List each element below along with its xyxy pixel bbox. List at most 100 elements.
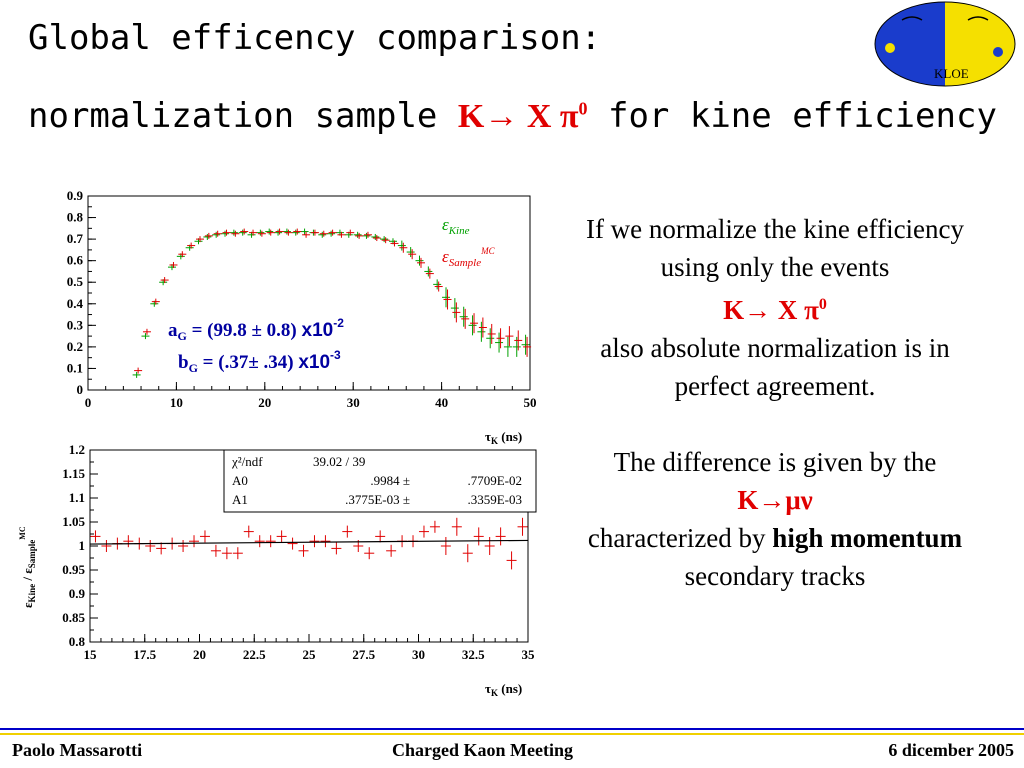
ratio-point [484,537,495,555]
y-tick-label: 1.1 [69,490,85,505]
data-point [363,231,372,238]
x-tick-label: 30 [347,395,360,410]
data-point [355,232,364,239]
y-tick-label: 1.15 [62,466,85,481]
data-point [293,228,302,235]
ratio-point [210,544,221,557]
data-point [204,232,213,239]
data-point [415,255,424,266]
y-tick-label: 0.3 [67,317,84,332]
ratio-point [386,544,397,557]
data-point [450,298,459,319]
ratio-point [189,535,200,548]
fit-box-error: .3359E-03 [467,492,522,507]
ratio-point [342,525,353,538]
data-point [337,231,346,238]
y-tick-label: 0.6 [67,253,84,268]
fit-box-value: .3775E-03 ± [345,492,410,507]
ratio-point [495,527,506,546]
ratio-point [243,525,254,538]
ratio-point [320,535,331,548]
footer-rule-blue [0,728,1024,730]
data-point [151,298,160,305]
data-point [486,328,495,349]
data-point [346,229,355,236]
data-point [390,240,399,247]
data-point [231,230,240,237]
x-tick-label: 20 [193,647,206,662]
data-point [229,229,238,236]
x-tick-label: 30 [412,647,425,662]
data-point [433,279,442,290]
legend-sample: εSampleMC [442,246,496,269]
data-point [505,326,514,347]
data-point [134,367,143,374]
ratio-point [451,517,462,536]
efficiency-chart: 0 10 20 30 40 5000.10.20.30.40.50.60.70.80.9 … [67,188,537,444]
data-point [310,229,319,236]
ratio-point [298,544,309,557]
data-point [477,321,486,342]
data-point [327,230,336,237]
data-point [222,229,231,236]
ratio-point [123,535,134,548]
data-point [452,302,461,323]
data-point [178,251,187,258]
ratio-point [276,530,287,543]
data-point [291,229,300,236]
y-tick-label: 0.85 [62,610,85,625]
data-point [380,236,389,243]
ratio-point [506,551,517,570]
explanation-p3: The difference is given by the [613,447,937,477]
slide-title-line2: normalization sample K→ X π0 for kine ef… [28,96,997,136]
explanation-decay-2: K→μν [737,485,813,515]
data-point [274,229,283,236]
data-point [397,240,406,251]
x-tick-label: 15 [84,647,98,662]
data-point [521,334,530,355]
data-point [442,287,451,308]
data-point [371,233,380,240]
data-point [203,233,212,240]
fit-box-value: 39.02 / 39 [313,454,365,469]
footer-date: 6 dicember 2005 [888,740,1014,760]
ratio-point [429,520,440,533]
x-tick-label: 0 [85,395,92,410]
x-tick-label: 27.5 [352,647,375,662]
title-line2-suffix: for kine efficiency [587,96,997,136]
data-point [169,261,178,268]
data-point [319,230,328,237]
x-tick-label: 22.5 [243,647,266,662]
x-tick-label: 17.5 [133,647,156,662]
data-point [213,230,222,237]
data-point [417,257,425,268]
data-point [328,229,337,236]
y-tick-label: 1.05 [62,514,85,529]
data-point [275,228,284,235]
x-tick-label: 35 [522,647,536,662]
ratio-point [473,527,484,546]
data-point [468,315,477,336]
ratio-point [254,535,265,548]
ratio-point [418,525,429,538]
fit-stats-box [223,449,537,513]
data-point [399,242,408,253]
data-point [132,371,141,378]
x-tick-label: 25 [303,647,317,662]
data-point [266,229,275,236]
data-point [196,236,204,243]
data-point [408,249,417,260]
explanation-p1: If we normalize the kine efficiency usin… [585,214,965,282]
data-point [512,336,521,357]
y-axis-label: εKine / εSampleMC [18,526,37,608]
y-tick-label: 1.2 [69,442,85,457]
y-tick-label: 0.4 [67,296,84,311]
title-decay: K→ X π0 [457,98,588,135]
fit-box-error: .7709E-02 [467,473,522,488]
explanation-decay-1: K→ X π0 [723,295,827,325]
x-tick-label: 10 [170,395,183,410]
data-point [302,231,311,238]
data-point [240,228,249,235]
fit-param-b: bG = (.37± .34) x10-3 [178,348,341,375]
explanation-text: If we normalize the kine efficiency usin… [560,210,990,595]
